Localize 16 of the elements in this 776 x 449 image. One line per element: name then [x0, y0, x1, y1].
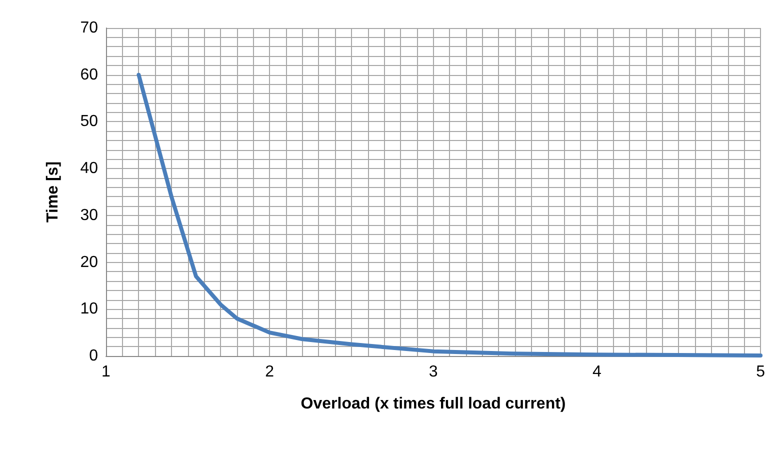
y-tick-label: 70: [80, 20, 98, 36]
y-tick-label: 30: [80, 206, 98, 224]
x-tick-label: 2: [265, 364, 274, 380]
x-tick-label: 5: [756, 364, 766, 380]
y-tick-label: 10: [80, 300, 98, 318]
y-axis-title: Time [s]: [44, 161, 62, 223]
y-tick-label: 20: [80, 254, 98, 271]
y-tick-label: 0: [89, 348, 98, 364]
y-tick-label: 40: [80, 160, 98, 178]
x-tick-label: 3: [428, 364, 438, 380]
x-tick-label: 4: [592, 364, 602, 380]
x-tick-label: 1: [102, 364, 111, 380]
y-tick-label: 50: [80, 113, 98, 130]
line-series: [136, 72, 763, 358]
x-axis-title: Overload (x times full load current): [300, 396, 566, 412]
y-tick-label: 60: [80, 66, 98, 84]
